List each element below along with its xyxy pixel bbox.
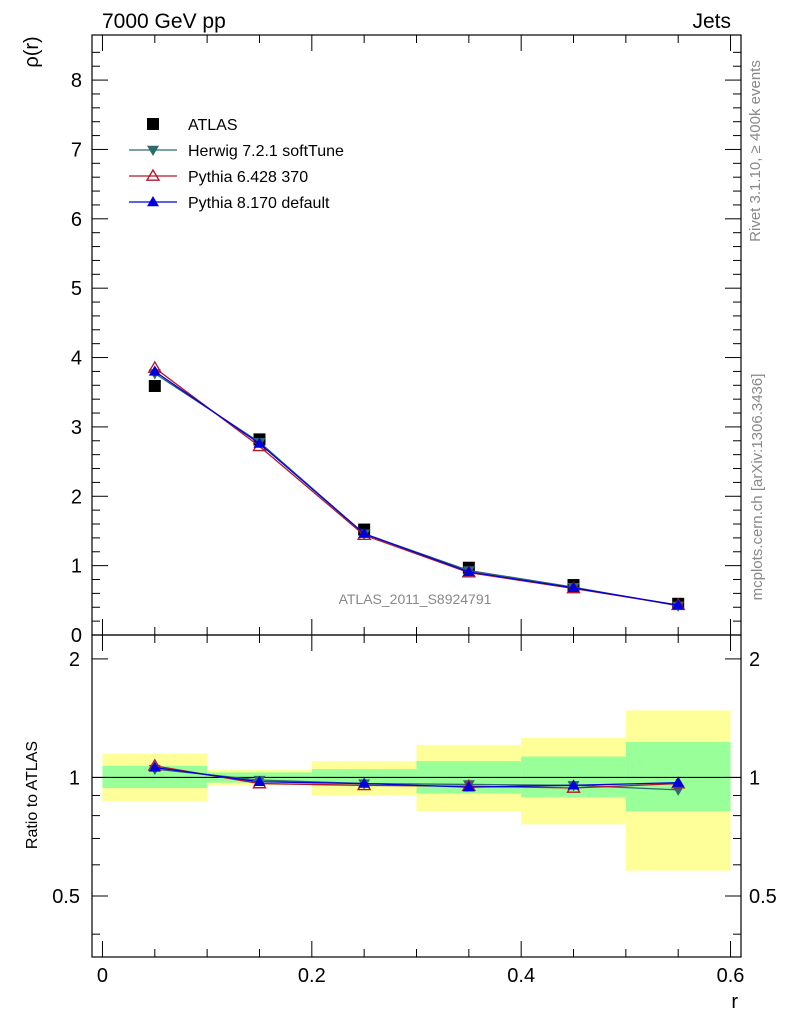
legend-marker <box>147 196 159 207</box>
ratio-y-tick-label-right: 0.5 <box>749 886 777 908</box>
y-tick-label: 3 <box>71 417 82 439</box>
y-tick-label: 5 <box>71 278 82 300</box>
legend-marker <box>147 118 159 130</box>
y-tick-label: 1 <box>71 556 82 578</box>
ratio-point <box>567 779 580 790</box>
legend-entry: ATLAS <box>188 117 238 134</box>
series-line <box>154 372 679 607</box>
ratio-y-tick-label: 0.5 <box>52 886 80 908</box>
legend-marker <box>145 168 161 181</box>
data-point <box>672 599 685 610</box>
y-tick-label: 7 <box>71 139 82 161</box>
legend-entry: Pythia 8.170 default <box>188 195 330 212</box>
ratio-point <box>672 776 685 787</box>
ratio-y-tick-label: 2 <box>69 649 80 671</box>
legend-entry: Pythia 6.428 370 <box>188 169 308 186</box>
main-series <box>147 360 686 612</box>
rivet-version-label: Rivet 3.1.10, ≥ 400k events <box>747 60 764 242</box>
ratio-uncertainty-bands <box>102 710 731 871</box>
ratio-point <box>358 777 371 788</box>
y-tick-label: 2 <box>71 486 82 508</box>
main-y-axis-label: ρ(r) <box>21 36 43 67</box>
data-point <box>253 437 266 448</box>
data-point <box>148 365 161 376</box>
data-point <box>567 581 580 593</box>
data-point <box>462 565 475 577</box>
y-tick-label: 6 <box>71 209 82 231</box>
mcplots-label: mcplots.cern.ch [arXiv:1306.3436] <box>749 374 766 601</box>
main-axes: 0 1 2 3 4 5 6 7 8 <box>71 34 742 647</box>
ratio-y-tick-label: 1 <box>69 767 80 789</box>
ratio-y-tick-label-right: 1 <box>749 767 760 789</box>
x-tick-label: 0.2 <box>298 965 326 987</box>
series-line <box>154 370 679 606</box>
data-point <box>358 527 371 538</box>
y-tick-label: 8 <box>71 70 82 92</box>
ratio-axes: 0 0.2 0.4 0.6 0.5 0.5 1 1 2 2 <box>52 634 777 987</box>
analysis-watermark: ATLAS_2011_S8924791 <box>339 591 492 607</box>
y-tick-label: 4 <box>71 348 82 370</box>
header-left-label: 7000 GeV pp <box>102 10 226 33</box>
ratio-y-tick-label-right: 2 <box>749 649 760 671</box>
x-axis-label: r <box>731 991 738 1013</box>
ratio-series-line <box>154 768 679 791</box>
data-point <box>148 379 161 392</box>
series-line <box>154 367 679 606</box>
y-tick-label: 0 <box>71 625 82 647</box>
ratio-series-line <box>154 766 679 788</box>
x-tick-label: 0.6 <box>717 965 745 987</box>
x-tick-label: 0.4 <box>507 965 535 987</box>
legend-marker <box>147 145 159 156</box>
ratio-y-axis-label: Ratio to ATLAS <box>24 741 41 849</box>
header-right-label: Jets <box>692 10 731 33</box>
ratio-series <box>147 758 686 796</box>
ratio-point <box>462 781 475 792</box>
ratio-point <box>148 761 161 772</box>
legend: ATLAS Herwig 7.2.1 softTune Pythia 6.428 3… <box>129 117 344 212</box>
x-tick-label: 0 <box>97 965 108 987</box>
ratio-point <box>253 775 266 786</box>
legend-entry: Herwig 7.2.1 softTune <box>188 143 344 160</box>
